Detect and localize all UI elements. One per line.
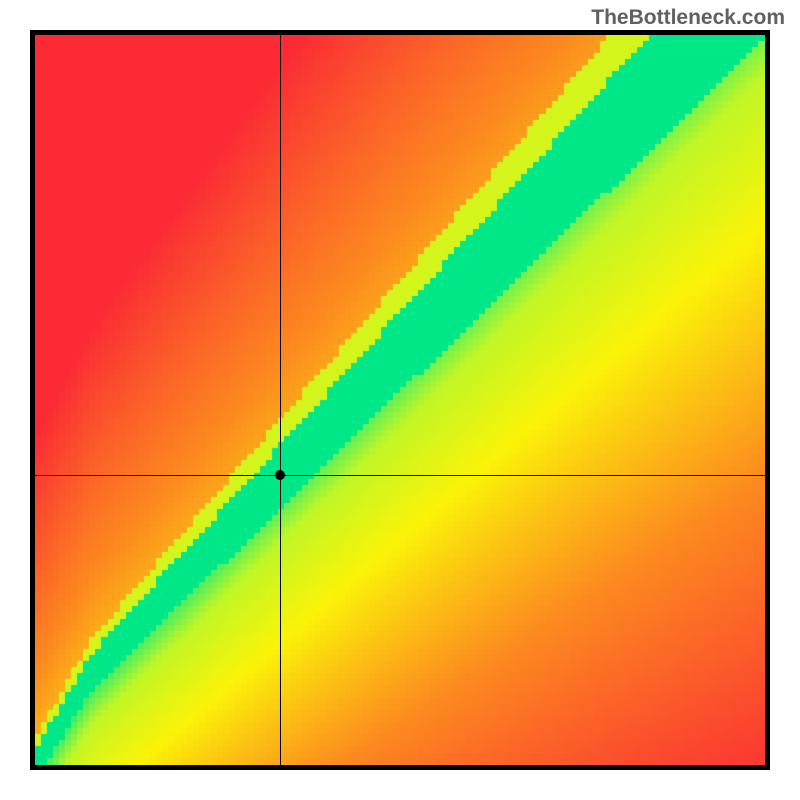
focus-point (275, 470, 285, 480)
chart-frame (30, 30, 770, 770)
heatmap-canvas (35, 35, 765, 765)
chart-inner (35, 35, 765, 765)
crosshair-vertical (280, 35, 281, 765)
watermark-text: TheBottleneck.com (591, 6, 785, 30)
crosshair-horizontal (35, 475, 765, 476)
